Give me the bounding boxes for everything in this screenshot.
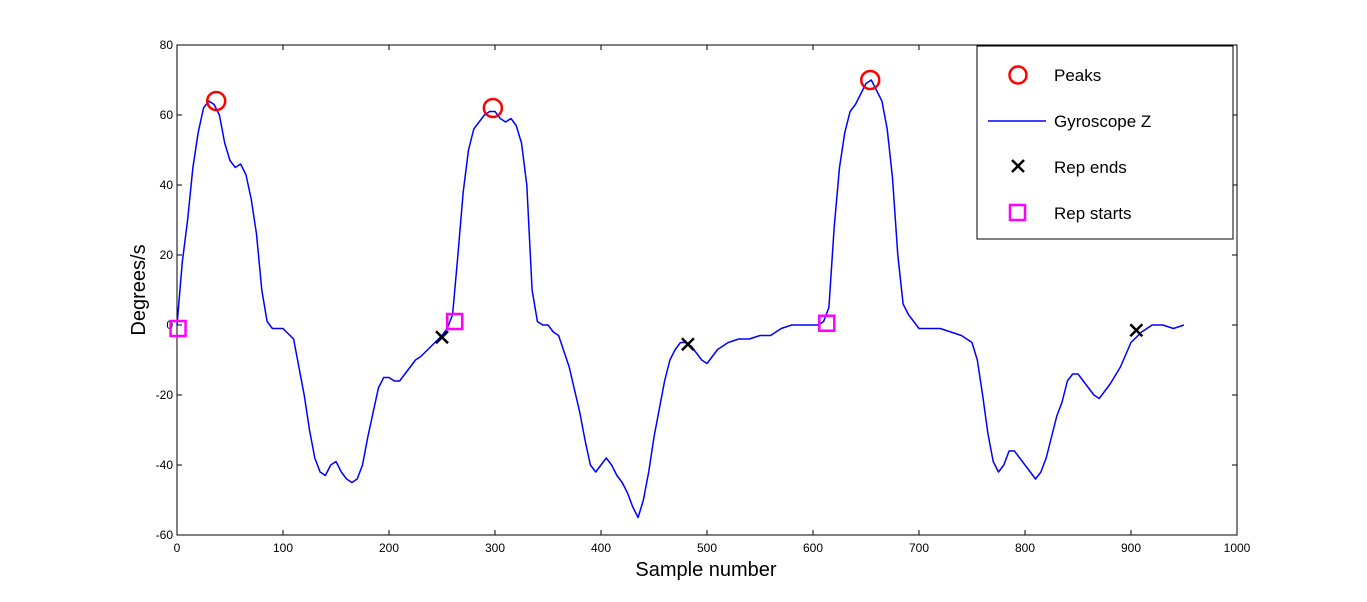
x-tick-label: 0 (174, 541, 181, 555)
plot-area (169, 69, 1185, 519)
legend-rep-starts-marker (1008, 203, 1027, 222)
legend-entry-peaks: Peaks (1008, 65, 1101, 85)
legend: Peaks Gyroscope Z Rep ends Rep starts (976, 45, 1234, 240)
x-tick-label: 500 (697, 541, 717, 555)
legend-entry-rep-ends: Rep ends (1011, 158, 1127, 177)
y-tick-label: 80 (160, 38, 174, 52)
legend-rep-starts-label: Rep starts (1054, 204, 1131, 223)
rep-end-marker (1129, 323, 1144, 338)
rep-start-marker (818, 314, 836, 332)
x-tick-label: 300 (485, 541, 505, 555)
x-tick-label: 200 (379, 541, 399, 555)
y-axis-label: Degrees/s (128, 244, 150, 335)
peak-marker (205, 90, 227, 112)
x-tick-label: 600 (803, 541, 823, 555)
gyroscope-z-line (176, 79, 1185, 519)
axis-ticks: 0 100 200 300 400 500 600 700 800 900 1000 -60 -40 -2… (156, 38, 1251, 555)
y-tick-label: -40 (156, 458, 174, 472)
y-tick-label: 60 (160, 108, 174, 122)
x-tick-label: 1000 (1224, 541, 1251, 555)
legend-entry-rep-starts: Rep starts (1008, 203, 1131, 223)
legend-peaks-label: Peaks (1054, 66, 1101, 85)
rep-start-marker (169, 319, 187, 338)
rep-start-marker (445, 312, 464, 331)
peak-marker (859, 69, 881, 91)
x-tick-label: 100 (273, 541, 293, 555)
x-tick-label: 700 (909, 541, 929, 555)
x-tick-label: 400 (591, 541, 611, 555)
legend-rep-ends-marker (1011, 159, 1025, 173)
rep-end-marker (681, 337, 695, 352)
x-tick-label: 800 (1015, 541, 1035, 555)
x-tick-label: 900 (1121, 541, 1141, 555)
legend-entry-gyroscope-z: Gyroscope Z (988, 112, 1151, 131)
legend-peaks-marker (1008, 65, 1028, 85)
x-axis-label: Sample number (635, 559, 777, 581)
y-tick-label: -60 (156, 528, 174, 542)
y-tick-label: -20 (156, 388, 174, 402)
rep-end-marker (435, 330, 449, 345)
peak-marker (482, 97, 504, 119)
legend-box (976, 45, 1234, 240)
legend-rep-ends-label: Rep ends (1054, 158, 1127, 177)
y-tick-label: 20 (160, 248, 174, 262)
legend-gyroscope-label: Gyroscope Z (1054, 112, 1151, 131)
y-tick-label: 40 (160, 178, 174, 192)
